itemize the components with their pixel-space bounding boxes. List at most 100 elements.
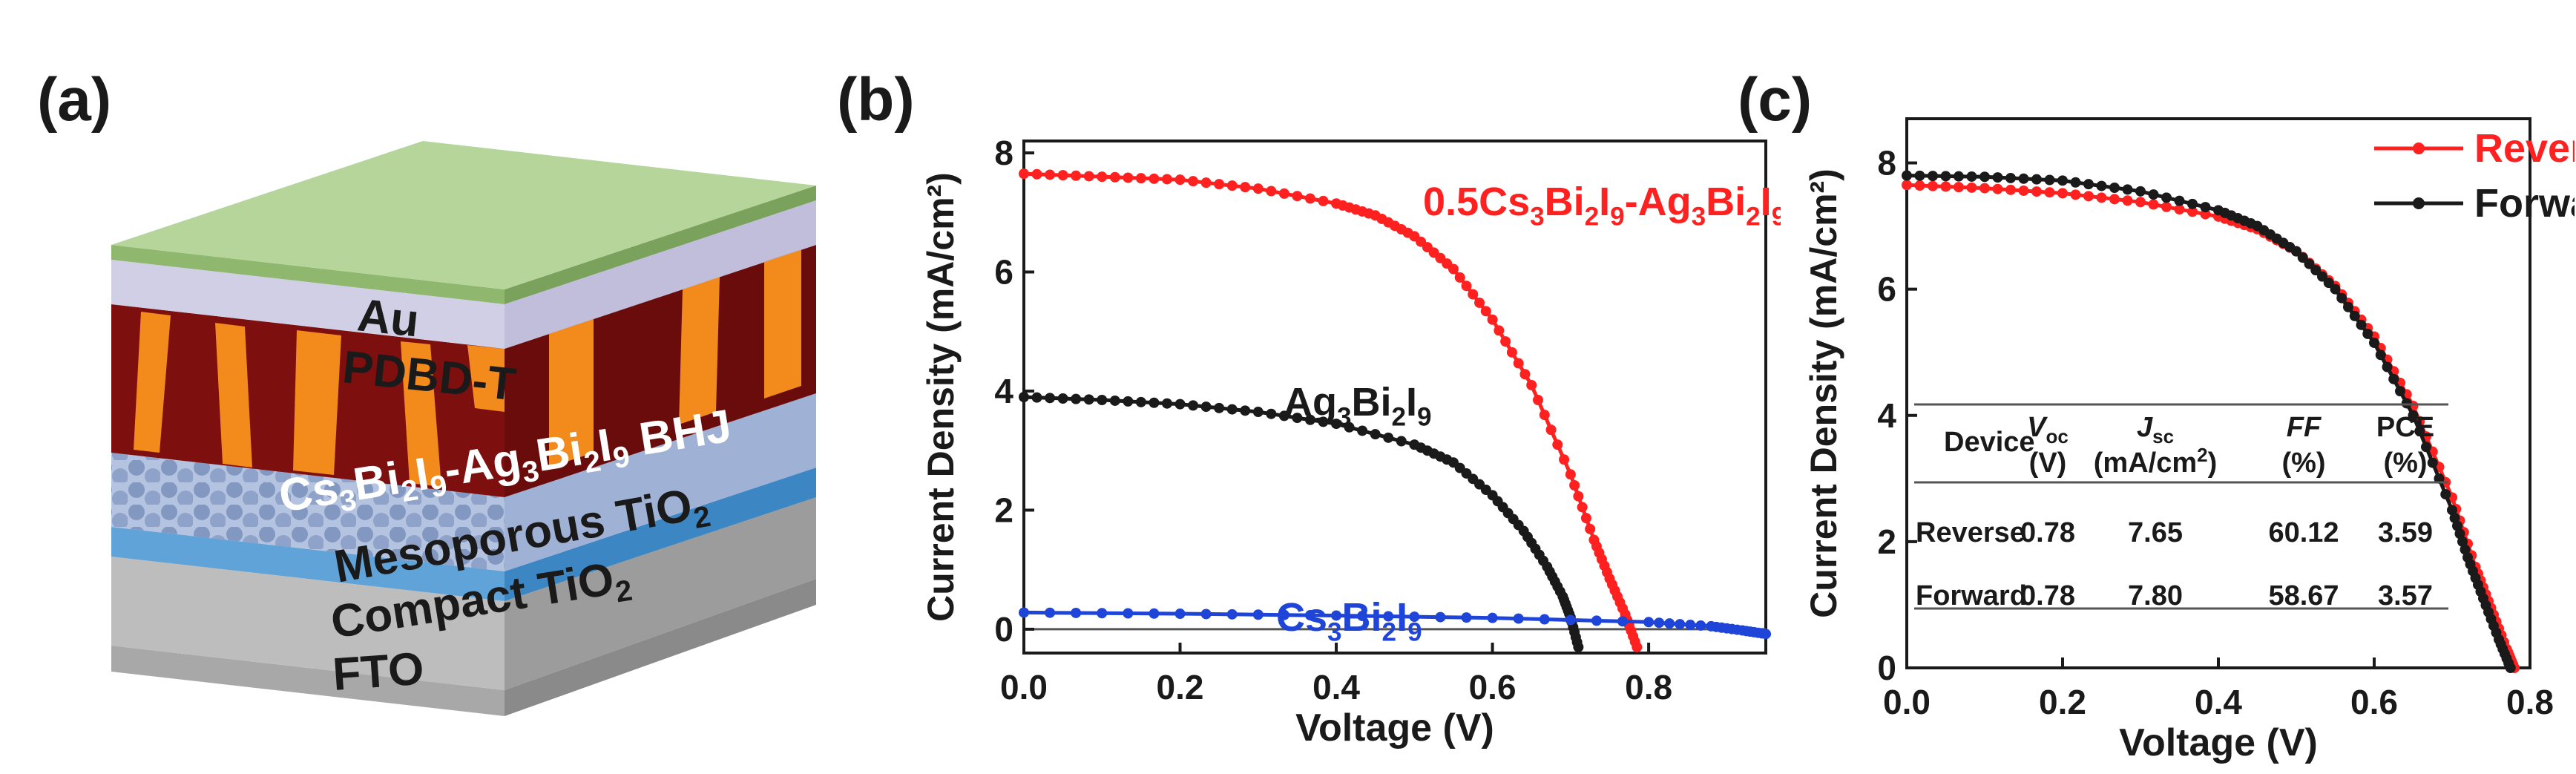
series-label-0: 0.5Cs3Bi2I9-Ag3Bi2I9 — [1423, 180, 1781, 232]
data-point — [2449, 512, 2460, 523]
data-point — [1031, 392, 1042, 403]
table-cell: 7.80 — [2128, 580, 2183, 611]
data-point — [2336, 292, 2347, 304]
data-point — [1573, 491, 1584, 502]
x-tick-label: 0.0 — [1883, 683, 1931, 721]
data-point — [2310, 265, 2322, 276]
data-point — [1071, 393, 1082, 404]
data-point — [1057, 170, 1068, 181]
data-point — [1928, 171, 1938, 182]
data-point — [1200, 401, 1212, 413]
data-point — [2382, 361, 2393, 373]
data-point — [1695, 620, 1706, 631]
y-tick-label: 2 — [994, 491, 1013, 529]
data-point — [1532, 395, 1543, 406]
data-point — [2369, 337, 2379, 348]
data-point — [2388, 373, 2399, 384]
y-axis-label: Current Density (mA/cm²) — [920, 172, 962, 622]
device-stack-diagram: Au PDBD-T Cs3Bi2I9-Ag3Bi2I9 BHJ Mesoporo… — [111, 141, 816, 716]
data-point — [2122, 195, 2133, 206]
data-point — [1097, 395, 1108, 406]
data-point — [1031, 168, 1042, 180]
table-header-unit: (V) — [2029, 447, 2067, 479]
x-tick-label: 0.8 — [2506, 683, 2554, 721]
jv-chart-hysteresis: 0.0 0.2 0.4 0.6 0.8 0 2 4 6 8 Voltage (V) Current D… — [1803, 117, 2575, 764]
data-point — [2375, 350, 2386, 361]
data-point — [1045, 169, 1056, 180]
data-point — [1468, 289, 1479, 300]
data-point — [1675, 619, 1686, 630]
au-layer-front — [111, 245, 505, 304]
data-point — [1019, 392, 1029, 402]
data-point — [1318, 195, 1329, 206]
data-point — [1902, 180, 1912, 191]
data-point — [2109, 182, 2120, 193]
data-point — [1585, 523, 1596, 534]
data-point — [1383, 611, 1394, 622]
fto-layer-front — [111, 646, 505, 716]
data-point — [1240, 182, 1251, 193]
data-point — [2005, 184, 2016, 195]
data-point — [2421, 442, 2431, 453]
data-point — [1135, 173, 1146, 184]
bhj-orange-domain — [134, 312, 171, 453]
data-point — [1992, 172, 2003, 183]
data-point — [1252, 407, 1264, 418]
data-point — [2096, 180, 2107, 191]
table-header-cell: Voc — [2027, 412, 2069, 447]
data-point — [2362, 328, 2373, 339]
data-point — [1109, 395, 1120, 406]
data-point — [1461, 612, 1472, 623]
table-cell: 3.57 — [2378, 580, 2433, 611]
data-point — [1304, 414, 1315, 425]
data-point — [1083, 171, 1094, 182]
data-point — [1045, 607, 1056, 618]
data-point — [1448, 263, 1459, 275]
data-point — [1545, 424, 1557, 436]
y-tick-label: 6 — [994, 253, 1013, 292]
data-point — [1461, 281, 1472, 292]
data-point — [1214, 402, 1225, 413]
data-point — [1506, 347, 1517, 358]
data-point — [1480, 306, 1491, 317]
data-point — [1149, 397, 1160, 408]
data-point — [1643, 617, 1655, 628]
data-point — [2031, 174, 2042, 185]
jv-chart-materials: 0.0 0.2 0.4 0.6 0.8 0 2 4 6 8 Voltage (V) Current D… — [920, 134, 1781, 750]
data-point — [1019, 607, 1029, 618]
data-point — [1226, 404, 1238, 415]
data-point — [2349, 310, 2360, 321]
data-point — [1174, 609, 1186, 620]
legend-marker — [2413, 197, 2425, 209]
data-point — [2174, 195, 2185, 206]
data-point — [2434, 473, 2445, 484]
data-point — [1617, 616, 1629, 627]
y-axis-label: Current Density (mA/cm²) — [1803, 168, 1844, 618]
data-point — [1454, 272, 1465, 283]
data-point — [2447, 505, 2457, 516]
data-point — [1902, 170, 1912, 181]
y-tick-label: 0 — [994, 610, 1013, 649]
panel-label-b: (b) — [837, 66, 915, 134]
table-cell: 60.12 — [2268, 517, 2339, 548]
data-point — [1914, 180, 1925, 191]
data-point — [2148, 189, 2159, 200]
layer-label-fto: FTO — [331, 643, 425, 701]
data-point — [1226, 180, 1238, 191]
data-point — [1344, 422, 1355, 433]
data-point — [1409, 611, 1420, 623]
data-point — [2070, 189, 2081, 200]
data-point — [2161, 192, 2172, 203]
data-point — [2031, 186, 2042, 197]
data-point — [1357, 425, 1368, 436]
data-point — [2044, 174, 2055, 186]
data-point — [2148, 199, 2159, 210]
data-point — [1149, 608, 1160, 619]
data-point — [2452, 520, 2462, 531]
data-point — [1331, 419, 1342, 430]
data-point — [1331, 610, 1342, 621]
au-layer-top — [111, 141, 816, 289]
data-point — [2401, 398, 2412, 409]
x-tick-label: 0.6 — [1469, 668, 1517, 706]
data-point — [2356, 319, 2367, 330]
